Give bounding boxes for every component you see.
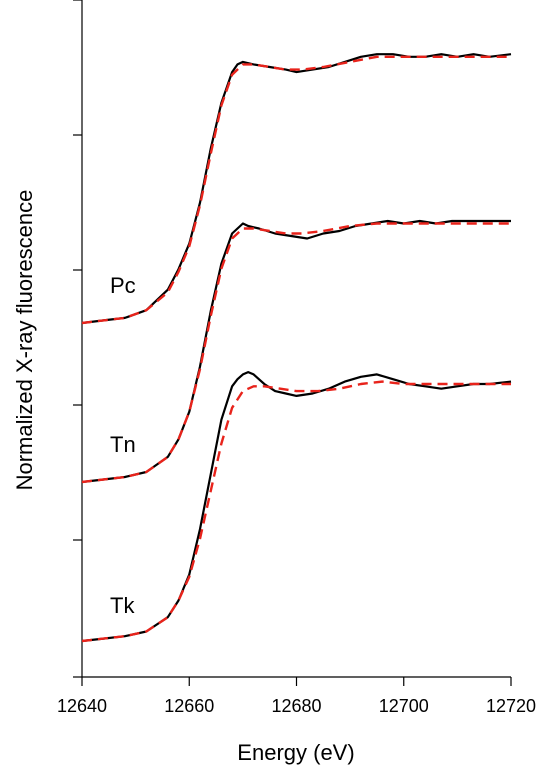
series-layer [81, 53, 512, 643]
x-tick-label: 12720 [486, 696, 536, 716]
x-tick-label: 12660 [164, 696, 214, 716]
series-label-pc: Pc [110, 273, 136, 298]
fit-line-tn [81, 222, 511, 484]
measured-line-tn [81, 219, 511, 484]
y-ticks [73, 0, 82, 678]
measured-line-pc [81, 53, 512, 325]
series-labels: Pc Tn Tk [110, 273, 136, 618]
y-axis-label: Normalized X-ray fluorescence [12, 190, 37, 491]
fit-line-tk [81, 380, 511, 643]
fit-line-pc [81, 55, 511, 325]
x-tick-label: 12680 [271, 696, 321, 716]
series-label-tn: Tn [110, 432, 136, 457]
axes: 12640 12660 12680 12700 12720 [57, 0, 536, 716]
x-axis-label: Energy (eV) [237, 740, 354, 765]
measured-line-tk [81, 371, 512, 643]
x-tick-label: 12640 [57, 696, 107, 716]
series-label-tk: Tk [110, 593, 135, 618]
x-tick-label: 12700 [379, 696, 429, 716]
x-ticks: 12640 12660 12680 12700 12720 [57, 677, 536, 716]
